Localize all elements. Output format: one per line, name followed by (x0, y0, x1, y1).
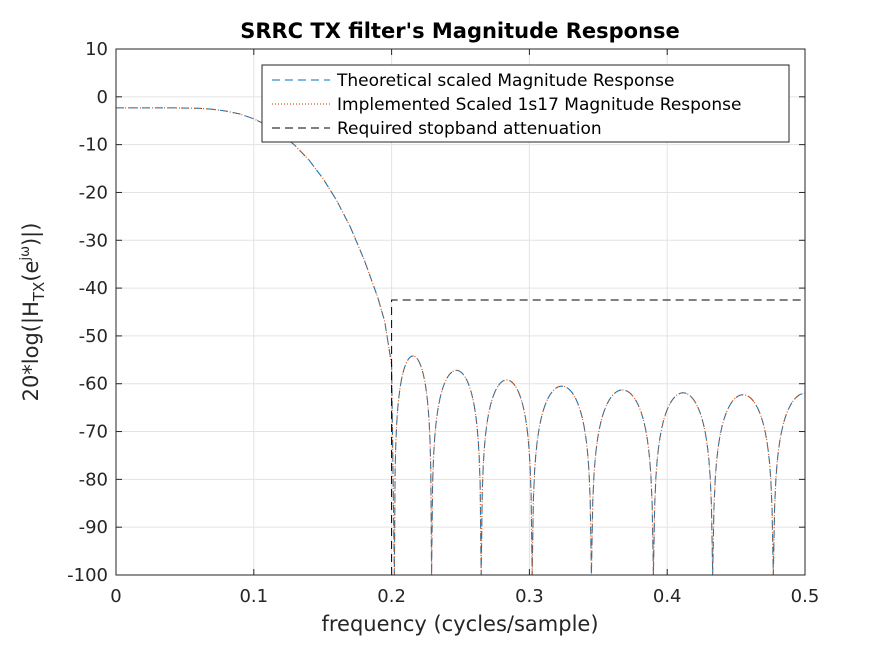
y-tick-label: -10 (79, 135, 108, 156)
legend-label-theoretical: Theoretical scaled Magnitude Response (336, 71, 675, 91)
x-axis-label: frequency (cycles/sample) (321, 612, 598, 636)
y-axis-label-prefix: 20*log(|H (19, 301, 44, 401)
legend-label-implemented: Implemented Scaled 1s17 Magnitude Respon… (337, 95, 741, 115)
y-axis-label: 20*log(|HTX(ejω)|) (18, 223, 48, 402)
y-axis-label-suffix: )|) (19, 223, 44, 246)
series-line-implemented (116, 107, 806, 576)
x-tick-label: 0.5 (791, 586, 820, 607)
chart-title: SRRC TX filter's Magnitude Response (240, 19, 680, 43)
y-axis-label-sup: jω (18, 246, 33, 262)
curves (116, 107, 806, 576)
tick-labels: 0 0.1 0.2 0.3 0.4 0.5 10 0 -10 -20 -30 -40 -50 -60 -70… (67, 39, 819, 607)
y-tick-label: -40 (79, 278, 108, 299)
legend-label-stopband: Required stopband attenuation (337, 119, 602, 139)
ticks (115, 48, 806, 576)
x-tick-label: 0 (110, 586, 121, 607)
y-tick-label: -30 (79, 230, 108, 251)
y-tick-label: -60 (79, 374, 108, 395)
x-tick-label: 0.2 (377, 586, 406, 607)
series-line-stopband (391, 299, 805, 575)
y-axis-label-mid: (e (19, 261, 43, 282)
y-tick-label: -100 (67, 565, 108, 586)
y-tick-label: -80 (79, 469, 108, 490)
y-tick-label: -50 (79, 326, 108, 347)
x-tick-label: 0.3 (515, 586, 544, 607)
legend-box (261, 64, 790, 143)
y-tick-label: 10 (85, 39, 108, 60)
x-tick-label: 0.1 (239, 586, 268, 607)
legend: Theoretical scaled Magnitude Response Im… (261, 64, 790, 143)
y-tick-label: -70 (79, 422, 108, 443)
y-tick-label: -90 (79, 517, 108, 538)
y-tick-label: -20 (79, 182, 108, 203)
y-tick-label: 0 (97, 87, 108, 108)
axes-box (115, 48, 806, 576)
y-axis-label-sub: TX (30, 282, 48, 302)
x-tick-label: 0.4 (653, 586, 682, 607)
